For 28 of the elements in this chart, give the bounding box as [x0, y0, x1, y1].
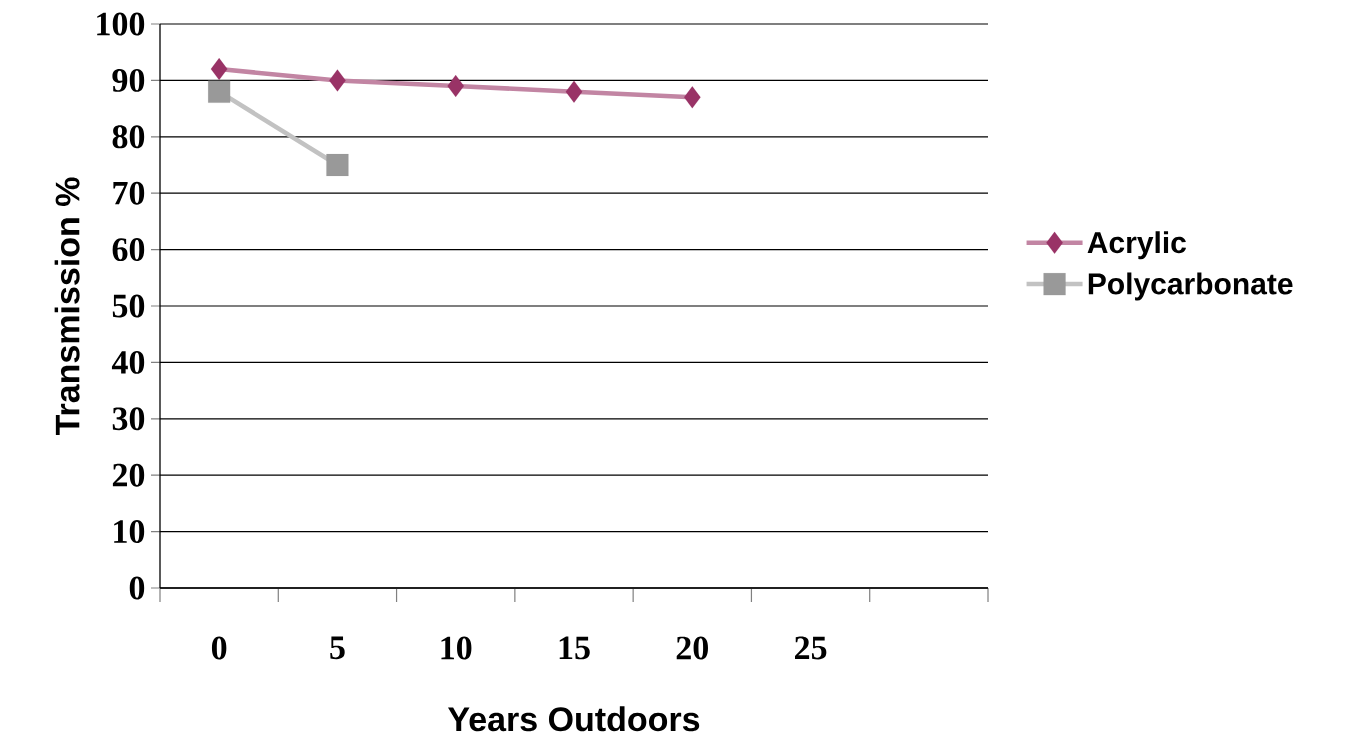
x-tick-label: 15 — [559, 636, 590, 660]
point — [447, 74, 465, 98]
point — [565, 80, 583, 103]
x-tick-label: 0 — [211, 636, 227, 660]
y-tick-label: 60 — [112, 238, 145, 262]
x-tick-label: 5 — [330, 636, 345, 660]
y-tick-label: 0 — [129, 576, 145, 600]
legend-label: Acrylic — [1087, 231, 1186, 260]
y-tick-label: 20 — [112, 463, 145, 487]
y-tick-label: 90 — [112, 68, 145, 92]
y-tick-label: 40 — [111, 350, 145, 374]
legend-label: Polycarbonate — [1088, 272, 1293, 301]
y-tick-label: 80 — [112, 125, 145, 149]
point — [208, 80, 231, 103]
point — [683, 86, 701, 109]
y-tick-label: 10 — [114, 520, 145, 544]
x-tick-label: 25 — [795, 636, 827, 660]
x-tick-label: 20 — [676, 636, 708, 660]
y-tick-label: 100 — [97, 12, 145, 36]
y-tick-label: 30 — [112, 407, 145, 431]
x-axis-title: Years Outdoors — [447, 706, 700, 732]
point — [326, 153, 349, 177]
point — [329, 69, 346, 92]
y-tick-label: 50 — [112, 294, 145, 318]
x-tick-label: 10 — [441, 636, 472, 660]
point — [210, 58, 228, 81]
y-tick-label: 70 — [113, 181, 145, 205]
y-axis-title: Transmission % — [54, 177, 80, 436]
